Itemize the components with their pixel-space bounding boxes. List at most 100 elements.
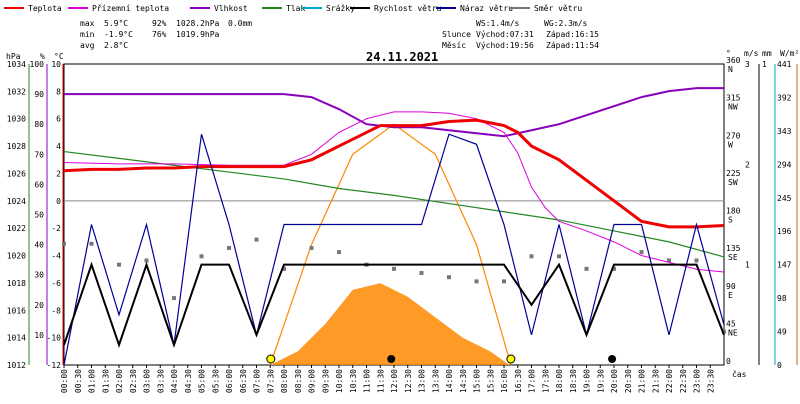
tick-wm2: 441 [777,60,792,69]
tick-temp: -6 [51,279,61,288]
wind-direction-mark [529,254,534,259]
x-tick-label: 02:30 [129,369,138,393]
tick-dir-name: SW [728,178,738,187]
wind-direction-mark [474,279,479,284]
tick-dir: 45 [726,319,736,328]
x-tick-label: 13:30 [431,369,440,393]
legend-label: Srážky [326,4,355,13]
x-tick-label: 21:00 [638,369,647,393]
tick-pct: 20 [34,301,44,310]
legend-label: Teplota [28,4,62,13]
tick-pct: 50 [34,211,44,220]
x-tick-label: 20:00 [610,369,619,393]
wind-direction-mark [584,266,589,271]
tick-dir: 225 [726,169,741,178]
info-ws: WS:1.4m/s [476,19,520,28]
x-tick-label: 10:00 [335,369,344,393]
tick-hpa: 1024 [7,197,26,206]
x-tick-label: 04:00 [170,369,179,393]
info-moonrise: Východ:19:56 [476,41,534,50]
tick-pct: 60 [34,180,44,189]
axis-title-temp: °C [54,52,64,61]
x-tick-label: 10:30 [349,369,358,393]
info-wg: WG:2.3m/s [544,19,588,28]
tick-dir: 90 [726,282,736,291]
tick-temp: 4 [56,142,61,151]
wind-direction-mark [172,296,176,301]
x-tick-label: 03:30 [156,369,165,393]
x-tick-label: 06:00 [225,369,234,393]
tick-dir: 0 [726,357,731,366]
tick-pct: 30 [34,271,44,280]
x-tick-label: 02:00 [115,369,124,393]
tick-dir-name: NW [728,103,738,112]
tick-hpa: 1020 [7,252,26,261]
tick-hpa: 1022 [7,224,26,233]
tick-pct: 70 [34,150,44,159]
x-tick-label: 16:00 [500,369,509,393]
wind-direction-mark [694,258,699,263]
wind-direction-mark [337,250,341,255]
x-tick-label: 15:30 [486,369,495,393]
axis-title-hpa: hPa [6,52,21,61]
tick-wm2: 245 [777,194,792,203]
stat-value: 1028.2hPa [176,19,220,28]
wind-direction-mark [667,258,671,263]
legend-label: Směr větru [534,4,582,13]
tick-temp: 0 [56,197,61,206]
wind-direction-mark [722,329,726,334]
x-tick-label: 09:30 [321,369,330,393]
pressure-line [63,150,725,258]
tick-wm2: 294 [777,160,792,169]
tick-wm2: 392 [777,93,792,102]
sunset-marker [506,354,516,364]
tick-temp: -8 [51,306,61,315]
x-tick-label: 20:30 [624,369,633,393]
info-moonset: Západ:11:54 [546,41,599,50]
tick-hpa: 1014 [7,334,26,343]
legend-label: Přízemní teplota [92,4,169,13]
tick-dir: 270 [726,131,741,140]
wind-direction-mark [502,279,506,284]
stat-label: min [80,30,95,39]
x-tick-label: 11:30 [376,369,385,393]
x-tick-label: 13:00 [418,369,427,393]
sunrise-marker [266,354,276,364]
tick-temp: 10 [51,60,61,69]
x-tick-label: 01:00 [88,369,97,393]
x-tick-label: 18:00 [555,369,564,393]
stat-value: 0.0mm [228,19,252,28]
tick-wm2: 49 [777,328,787,337]
tick-pct: 40 [34,241,44,250]
x-tick-label: 05:30 [211,369,220,393]
wind-direction-mark [89,241,94,246]
wind-direction-mark [282,266,286,271]
wind-direction-mark [117,262,121,267]
stat-value: 5.9°C [104,19,128,28]
x-tick-label: 14:00 [445,369,454,393]
x-tick-label: 03:00 [143,369,152,393]
tick-wm2: 147 [777,261,792,270]
wind-direction-mark [612,266,616,271]
x-tick-label: 00:30 [74,369,83,393]
tick-dir-name: N [728,65,733,74]
axis-title-mm: mm [762,49,772,58]
legend-label: Náraz větru [460,4,513,13]
x-tick-label: 23:30 [706,369,715,393]
stat-label: avg [80,41,95,50]
tick-temp: -10 [47,334,62,343]
x-tick-label: 07:30 [266,369,275,393]
tick-pct: 80 [34,120,44,129]
tick-temp: -2 [51,224,61,233]
stat-value: 76% [152,30,167,39]
x-tick-label: 08:00 [280,369,289,393]
wind-direction-mark [227,245,231,250]
wind-speed-line [63,261,725,349]
tick-hpa: 1030 [7,115,26,124]
wind-direction-mark [392,266,396,271]
tick-hpa: 1016 [7,306,26,315]
x-tick-label: 05:00 [198,369,207,393]
x-tick-label: 19:00 [583,369,592,393]
